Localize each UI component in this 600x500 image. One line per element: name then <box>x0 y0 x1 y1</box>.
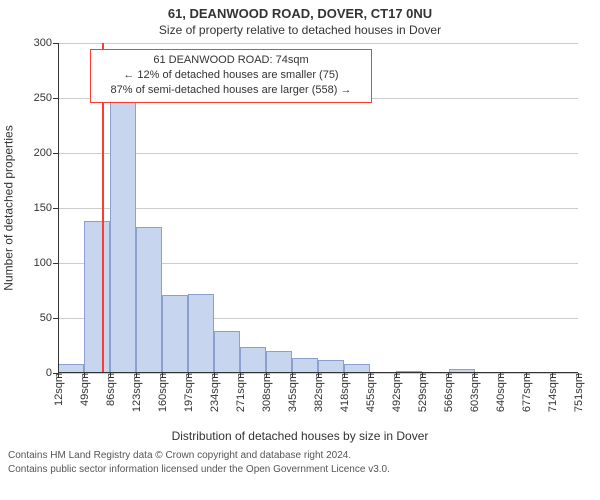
x-tick-label: 529sqm <box>415 373 429 412</box>
histogram-bar <box>136 227 162 373</box>
histogram-bar <box>266 351 292 373</box>
annotation-line: 61 DEANWOOD ROAD: 74sqm <box>99 53 363 68</box>
histogram-bar <box>84 221 110 373</box>
x-axis-label: Distribution of detached houses by size … <box>0 429 600 443</box>
chart-container: Number of detached properties 0501001502… <box>0 43 600 373</box>
page-subtitle: Size of property relative to detached ho… <box>0 23 600 37</box>
y-tick-label: 150 <box>34 202 58 214</box>
x-tick-label: 640sqm <box>493 373 507 412</box>
y-tick-label: 250 <box>34 92 58 104</box>
x-tick-label: 418sqm <box>337 373 351 412</box>
x-tick-label: 603sqm <box>467 373 481 412</box>
y-tick-label: 100 <box>34 257 58 269</box>
y-axis-label: Number of detached properties <box>2 43 16 373</box>
credit-line-1: Contains HM Land Registry data © Crown c… <box>8 449 592 463</box>
x-tick-label: 677sqm <box>519 373 533 412</box>
plot-area: 05010015020025030012sqm49sqm86sqm123sqm1… <box>58 43 578 373</box>
x-tick-label: 455sqm <box>363 373 377 412</box>
x-tick-label: 492sqm <box>389 373 403 412</box>
x-tick-label: 86sqm <box>103 373 117 406</box>
annotation-box: 61 DEANWOOD ROAD: 74sqm← 12% of detached… <box>90 49 372 103</box>
x-tick-label: 49sqm <box>77 373 91 406</box>
credits: Contains HM Land Registry data © Crown c… <box>0 443 600 476</box>
x-tick-label: 308sqm <box>259 373 273 412</box>
credit-line-2: Contains public sector information licen… <box>8 463 592 477</box>
x-tick-label: 382sqm <box>311 373 325 412</box>
x-tick-label: 197sqm <box>181 373 195 412</box>
x-tick-label: 271sqm <box>233 373 247 412</box>
histogram-bar <box>292 358 318 373</box>
y-tick-label: 200 <box>34 147 58 159</box>
y-tick-label: 300 <box>34 37 58 49</box>
y-tick-label: 50 <box>40 312 58 324</box>
histogram-bar <box>240 347 266 373</box>
x-tick-label: 12sqm <box>51 373 65 406</box>
x-tick-label: 751sqm <box>571 373 585 412</box>
x-tick-label: 566sqm <box>441 373 455 412</box>
page-title: 61, DEANWOOD ROAD, DOVER, CT17 0NU <box>0 6 600 21</box>
y-axis-line <box>58 43 59 373</box>
histogram-bar <box>162 295 188 373</box>
annotation-line: 87% of semi-detached houses are larger (… <box>99 83 363 98</box>
x-tick-label: 123sqm <box>129 373 143 412</box>
x-tick-label: 345sqm <box>285 373 299 412</box>
histogram-bar <box>188 294 214 373</box>
annotation-line: ← 12% of detached houses are smaller (75… <box>99 68 363 83</box>
histogram-bar <box>214 331 240 373</box>
x-tick-label: 234sqm <box>207 373 221 412</box>
x-tick-label: 160sqm <box>155 373 169 412</box>
grid-line <box>58 43 578 44</box>
x-tick-label: 714sqm <box>545 373 559 412</box>
